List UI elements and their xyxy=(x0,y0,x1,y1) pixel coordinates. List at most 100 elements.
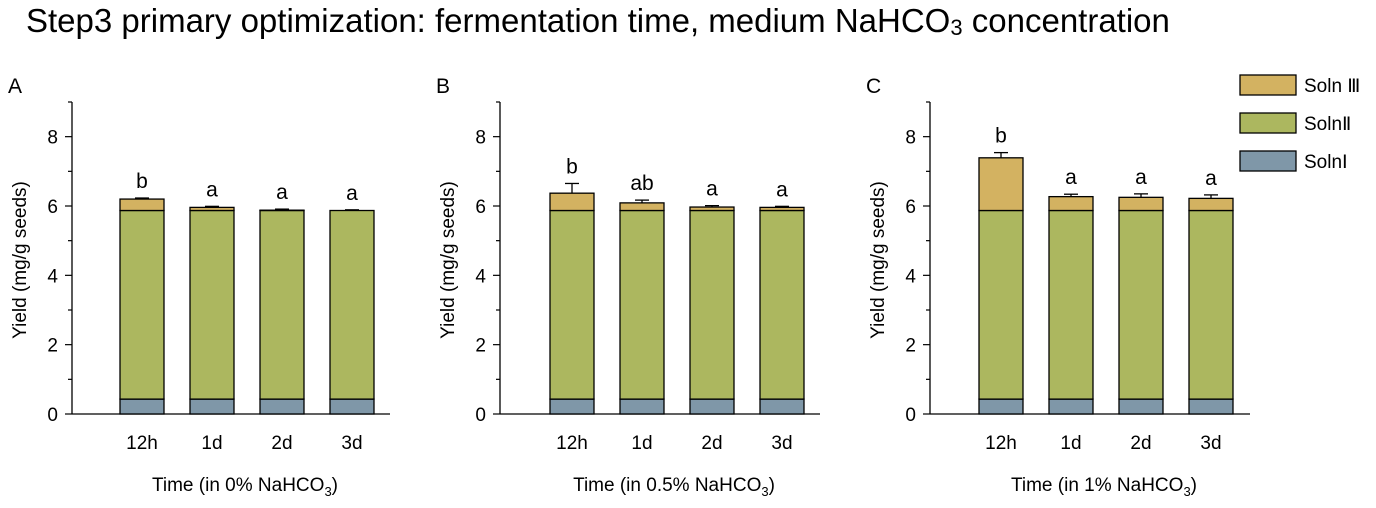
bar-soln2 xyxy=(619,209,665,400)
bar-soln3 xyxy=(759,206,805,212)
y-tick-label: 6 xyxy=(475,197,486,218)
x-axis-label-sub: 3 xyxy=(324,484,331,499)
y-tick-label: 4 xyxy=(905,266,916,287)
bar-soln2 xyxy=(689,209,735,400)
x-axis-label-main: Time (in 0% NaHCO xyxy=(152,475,324,496)
bar-soln2 xyxy=(1118,209,1164,400)
bar-soln3 xyxy=(978,157,1024,212)
legend: Soln Ⅲ SolnⅡ SolnⅠ xyxy=(1239,74,1360,173)
x-tick-label: 12h xyxy=(126,433,158,454)
y-tick-label: 0 xyxy=(47,405,58,426)
x-tick-label: 1d xyxy=(631,433,652,454)
bar-soln3 xyxy=(1188,197,1234,212)
x-axis-label-main: Time (in 1% NaHCO xyxy=(1011,475,1183,496)
bar-soln1 xyxy=(259,398,305,415)
x-tick-label: 2d xyxy=(271,433,292,454)
x-tick-label: 3d xyxy=(1200,433,1221,454)
y-axis-label: Yield (mg/g seeds) xyxy=(868,181,889,339)
x-tick-label: 1d xyxy=(1060,433,1081,454)
significance-letter: ab xyxy=(630,172,653,195)
x-axis-label-sub: 3 xyxy=(761,484,768,499)
bar-soln3 xyxy=(689,206,735,212)
figure-title-main: Step3 primary optimization: fermentation… xyxy=(26,2,951,39)
bar-soln2 xyxy=(1048,209,1094,400)
bar-soln2 xyxy=(549,209,595,400)
bar-soln1 xyxy=(1188,398,1234,415)
legend-swatch-soln3 xyxy=(1239,74,1297,96)
x-tick-label: 3d xyxy=(341,433,362,454)
bar-soln2 xyxy=(329,209,375,400)
x-axis-label-tail: ) xyxy=(769,475,775,496)
y-axis-label: Yield (mg/g seeds) xyxy=(10,181,31,339)
bar-soln1 xyxy=(1118,398,1164,415)
y-tick-label: 0 xyxy=(905,405,916,426)
bar-soln1 xyxy=(1048,398,1094,415)
bar-soln3 xyxy=(189,206,235,212)
y-tick-label: 2 xyxy=(905,336,916,357)
legend-label: SolnⅠ xyxy=(1304,152,1348,173)
bar-soln1 xyxy=(329,398,375,415)
bar-soln2 xyxy=(119,209,165,400)
y-tick-label: 2 xyxy=(47,336,58,357)
y-tick-label: 8 xyxy=(47,128,58,149)
y-tick-label: 8 xyxy=(475,128,486,149)
bar-soln1 xyxy=(759,398,805,415)
y-tick-label: 0 xyxy=(475,405,486,426)
x-axis-label: Time (in 0.5% NaHCO3) xyxy=(573,475,775,499)
bar-soln2 xyxy=(759,209,805,400)
significance-letter: b xyxy=(566,155,578,178)
panel-label: C xyxy=(866,75,881,98)
y-tick-label: 6 xyxy=(905,197,916,218)
panel-label: A xyxy=(8,75,22,98)
bar-soln3 xyxy=(619,202,665,212)
panel-b: B 0 2 4 6 8 Yield (mg/g seeds) b 12h ab 1d a 2d a 3d Ti… xyxy=(436,75,820,499)
bar-soln2 xyxy=(978,209,1024,400)
bar-soln1 xyxy=(189,398,235,415)
bar-soln2 xyxy=(1188,209,1234,400)
significance-letter: a xyxy=(346,182,358,205)
figure-title-tail: concentration xyxy=(962,2,1170,39)
significance-letter: a xyxy=(776,178,788,201)
x-axis-label-main: Time (in 0.5% NaHCO xyxy=(573,475,761,496)
bar-soln1 xyxy=(689,398,735,415)
y-tick-label: 4 xyxy=(475,266,486,287)
significance-letter: a xyxy=(206,178,218,201)
significance-letter: a xyxy=(1135,166,1147,189)
significance-letter: a xyxy=(1065,166,1077,189)
significance-letter: a xyxy=(706,178,718,201)
y-tick-label: 4 xyxy=(47,266,58,287)
y-tick-label: 8 xyxy=(905,128,916,149)
bar-soln2 xyxy=(259,209,305,400)
significance-letter: b xyxy=(995,125,1007,148)
bar-soln3 xyxy=(1048,195,1094,212)
x-axis-label: Time (in 0% NaHCO3) xyxy=(152,475,338,499)
x-tick-label: 2d xyxy=(701,433,722,454)
bar-soln3 xyxy=(549,192,595,212)
legend-swatch-soln1 xyxy=(1239,150,1297,172)
significance-letter: a xyxy=(1205,167,1217,190)
bar-soln1 xyxy=(619,398,665,415)
x-tick-label: 2d xyxy=(1130,433,1151,454)
y-tick-label: 6 xyxy=(47,197,58,218)
panel-label: B xyxy=(436,75,450,98)
bar-soln3 xyxy=(119,198,165,212)
bar-soln1 xyxy=(549,398,595,415)
figure-title-sub: 3 xyxy=(950,15,963,40)
bar-soln1 xyxy=(978,398,1024,415)
x-axis-label-sub: 3 xyxy=(1183,484,1190,499)
figure-title: Step3 primary optimization: fermentation… xyxy=(26,2,1170,41)
x-axis-label-tail: ) xyxy=(1191,475,1197,496)
x-tick-label: 3d xyxy=(771,433,792,454)
x-tick-label: 12h xyxy=(556,433,588,454)
legend-label: Soln Ⅲ xyxy=(1304,76,1360,97)
legend-swatch-soln2 xyxy=(1239,112,1297,134)
y-axis-label: Yield (mg/g seeds) xyxy=(438,181,459,339)
significance-letter: b xyxy=(136,170,148,193)
x-axis-label: Time (in 1% NaHCO3) xyxy=(1011,475,1197,499)
significance-letter: a xyxy=(276,181,288,204)
x-axis-label-tail: ) xyxy=(332,475,338,496)
bar-soln3 xyxy=(1118,196,1164,212)
